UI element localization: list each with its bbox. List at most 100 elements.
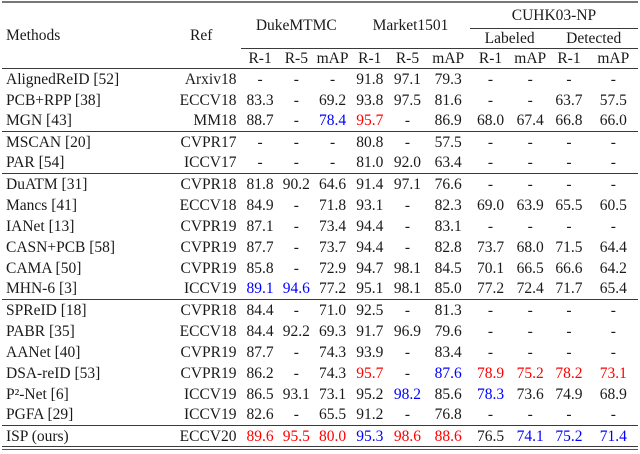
metric-header: R-1 <box>241 47 279 70</box>
ref-venue: CVPR18 <box>180 175 237 193</box>
score-cell: 82.3 <box>434 196 462 214</box>
col-header-dukemtmc: DukeMTMC <box>255 16 337 34</box>
score-cell: - <box>487 322 494 340</box>
score-cell: - <box>566 301 572 319</box>
score-cell: 78.4 <box>313 110 352 133</box>
score-cell: - <box>527 217 533 235</box>
metric-header: R-1 <box>549 47 589 70</box>
score-cell: 64.2 <box>599 259 627 277</box>
metric-header: mAP <box>511 47 550 70</box>
score-cell: 94.7 <box>356 259 384 277</box>
score-cell: - <box>610 70 616 88</box>
method-name: PAR [54] <box>2 152 161 175</box>
score-cell: 95.1 <box>351 278 389 301</box>
score-cell: - <box>487 175 494 193</box>
score-cell: 77.2 <box>313 278 352 301</box>
score-cell: - <box>257 133 263 151</box>
score-cell: 69.2 <box>318 91 347 109</box>
score-cell: 91.7 <box>356 322 384 340</box>
metric-header: mAP <box>426 47 470 70</box>
score-cell: - <box>404 217 411 235</box>
score-cell: - <box>610 322 616 340</box>
score-cell: - <box>404 343 411 361</box>
method-name: Mancs [41] <box>6 196 78 214</box>
score-cell: - <box>487 70 494 88</box>
score-cell: 76.5 <box>469 425 512 448</box>
col-header-labeled: Labeled <box>484 29 535 47</box>
col-header-market1501: Market1501 <box>372 16 449 34</box>
score-cell: - <box>293 343 299 361</box>
score-cell: - <box>527 301 533 319</box>
score-cell: 64.4 <box>599 238 627 256</box>
score-cell: - <box>527 91 533 109</box>
ref-venue: MM18 <box>160 110 242 133</box>
score-cell: 98.6 <box>388 425 427 448</box>
table-row: MGN [43] MM18 88.7-78.4 95.7-86.9 68.0 67.4 66… <box>2 110 638 133</box>
score-cell: - <box>527 133 533 151</box>
score-cell: 81.8 <box>246 175 274 193</box>
score-cell: - <box>610 343 616 361</box>
score-cell: - <box>278 110 314 133</box>
score-cell: - <box>487 133 494 151</box>
score-cell: 85.6 <box>434 385 462 403</box>
method-name: PCB+RPP [38] <box>6 91 101 109</box>
score-cell: 95.3 <box>351 425 389 448</box>
method-name: IANet [13] <box>6 217 75 235</box>
score-cell: 92.0 <box>388 152 427 175</box>
score-cell: 93.8 <box>356 91 384 109</box>
metric-header: mAP <box>313 47 352 70</box>
table-row: CAMA [50] CVPR19 85.8 - 72.9 94.7 98.1 84.5 70.1… <box>2 258 638 279</box>
score-cell: 57.5 <box>434 133 462 151</box>
method-name: DSA-reID [53] <box>6 364 101 382</box>
score-cell: - <box>278 404 314 427</box>
ref-venue: CVPR19 <box>180 217 237 235</box>
score-cell: 96.9 <box>393 322 422 340</box>
score-cell: 71.4 <box>588 425 638 448</box>
score-cell: 83.4 <box>434 343 462 361</box>
score-cell: - <box>293 91 299 109</box>
score-cell: 95.7 <box>356 364 384 382</box>
score-cell: 84.4 <box>246 322 274 340</box>
score-cell: - <box>469 152 512 175</box>
score-cell: 80.8 <box>356 133 384 151</box>
method-name: CASN+PCB [58] <box>6 238 116 256</box>
score-cell: 63.9 <box>516 196 544 214</box>
score-cell: 76.6 <box>434 175 462 193</box>
score-cell: 74.3 <box>318 364 347 382</box>
table-row: PAR [54] ICCV17- - -81.0 92.0 63.4- - - - <box>2 152 638 175</box>
table-row: CASN+PCB [58] CVPR19 87.7 - 73.7 94.4 - 82.8 73.… <box>2 237 638 258</box>
score-cell: - <box>404 133 411 151</box>
score-cell: - <box>404 364 411 382</box>
score-cell: 67.4 <box>511 110 550 133</box>
score-cell: 69.3 <box>318 322 347 340</box>
score-cell: 79.3 <box>434 70 462 88</box>
score-cell: - <box>313 152 352 175</box>
table-row: DSA-reID [53] CVPR19 86.2 - 74.3 95.7 - 87.6 78.… <box>2 363 638 384</box>
score-cell: - <box>566 322 572 340</box>
table-row: AANet [40] CVPR19 87.7 - 74.3 93.9 - 83.4 - - - - <box>2 342 638 363</box>
score-cell: 79.6 <box>434 322 462 340</box>
score-cell: 90.2 <box>282 175 310 193</box>
score-cell: 73.1 <box>318 385 347 403</box>
table-row: MSCAN [20] CVPR17 - - - 80.8 - 57.5 - - - - <box>2 132 638 153</box>
method-name: MSCAN [20] <box>6 133 91 151</box>
score-cell: - <box>293 259 299 277</box>
method-name: DuATM [31] <box>6 175 88 193</box>
score-cell: 82.6 <box>241 404 279 427</box>
ref-venue: CVPR17 <box>180 133 237 151</box>
ref-venue: ECCV20 <box>160 425 242 448</box>
score-cell: 97.1 <box>393 175 422 193</box>
score-cell: 60.5 <box>599 196 627 214</box>
score-cell: - <box>566 133 572 151</box>
method-name: ISP (ours) <box>2 425 161 448</box>
score-cell: 75.2 <box>549 425 589 448</box>
metric-header: R-5 <box>278 47 314 70</box>
score-cell: - <box>487 301 494 319</box>
bottom-double-rule <box>2 449 638 451</box>
score-cell: 66.0 <box>588 110 638 133</box>
score-cell: - <box>610 175 616 193</box>
score-cell: - <box>293 238 299 256</box>
score-cell: - <box>527 70 533 88</box>
score-cell: - <box>588 404 638 427</box>
